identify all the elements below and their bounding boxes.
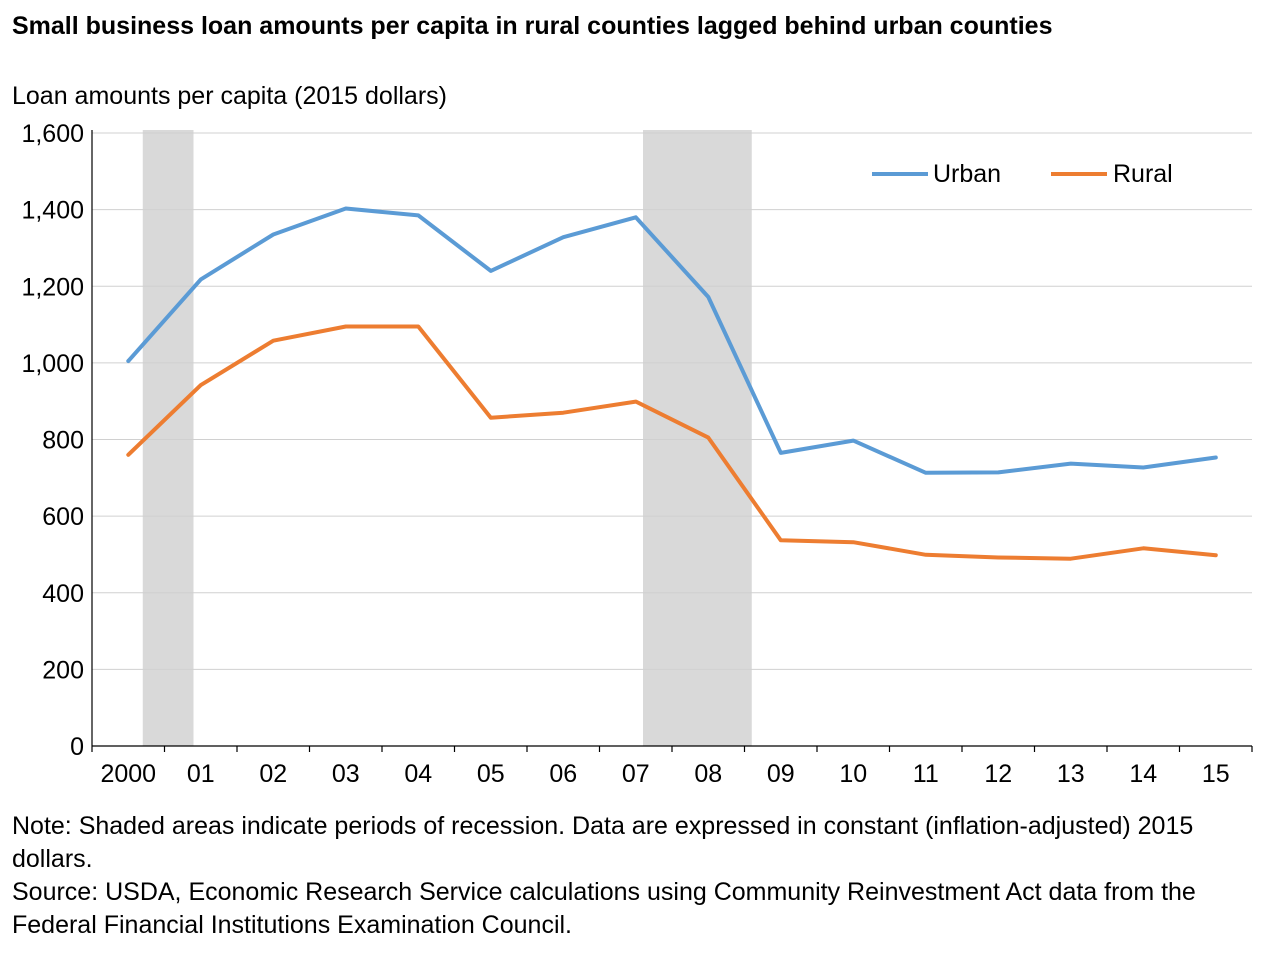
x-tick-label: 05 <box>477 760 505 788</box>
x-tick-label: 10 <box>839 760 867 788</box>
y-tick-label: 400 <box>42 580 84 608</box>
x-tick-label: 09 <box>767 760 795 788</box>
series-line-urban <box>126 206 1218 475</box>
x-tick-label: 08 <box>694 760 722 788</box>
y-tick-label: 200 <box>42 656 84 684</box>
recession-band-2 <box>643 130 752 746</box>
x-tick-label: 13 <box>1057 760 1085 788</box>
legend-label-urban: Urban <box>933 160 1001 188</box>
note-text: Note: Shaded areas indicate periods of r… <box>12 812 1194 873</box>
y-tick-label: 1,400 <box>21 197 84 225</box>
axes <box>91 130 1253 752</box>
source-text: Source: USDA, Economic Research Service … <box>12 878 1196 939</box>
x-tick-label: 01 <box>187 760 215 788</box>
x-tick-label: 02 <box>259 760 287 788</box>
x-tick-label: 2000 <box>100 760 156 788</box>
x-tick-label: 04 <box>404 760 432 788</box>
x-tick-label: 03 <box>332 760 360 788</box>
y-tick-label: 1,200 <box>21 273 84 301</box>
y-tick-label: 800 <box>42 427 84 455</box>
y-tick-label: 1,000 <box>21 350 84 378</box>
chart-notes: Note: Shaded areas indicate periods of r… <box>12 810 1257 942</box>
y-tick-label: 0 <box>70 733 84 761</box>
gridlines <box>92 132 1252 670</box>
series-line-rural <box>126 324 1218 561</box>
y-tick-labels: 0 200 400 600 800 1,000 1,200 1,400 1,600 <box>21 120 84 761</box>
x-tick-labels: 2000 01 02 03 04 05 06 07 08 09 10 11 12 13 14 15 <box>100 760 1229 788</box>
legend-label-rural: Rural <box>1113 160 1173 188</box>
y-axis-label: Loan amounts per capita (2015 dollars) <box>12 82 447 110</box>
chart-title: Small business loan amounts per capita i… <box>12 12 1053 40</box>
y-tick-label: 1,600 <box>21 120 84 148</box>
x-tick-label: 14 <box>1129 760 1157 788</box>
x-tick-label: 07 <box>622 760 650 788</box>
legend: Urban Rural <box>872 160 1173 188</box>
x-tick-label: 11 <box>913 760 939 788</box>
series-lines <box>126 206 1218 561</box>
x-tick-label: 12 <box>984 760 1012 788</box>
x-tick-label: 15 <box>1202 760 1230 788</box>
line-chart: 0 200 400 600 800 1,000 1,200 1,400 1,600 2000 01… <box>21 120 1253 788</box>
x-tick-label: 06 <box>549 760 577 788</box>
recession-band-1 <box>142 130 194 746</box>
y-tick-label: 600 <box>42 503 84 531</box>
recession-shading <box>142 130 752 746</box>
